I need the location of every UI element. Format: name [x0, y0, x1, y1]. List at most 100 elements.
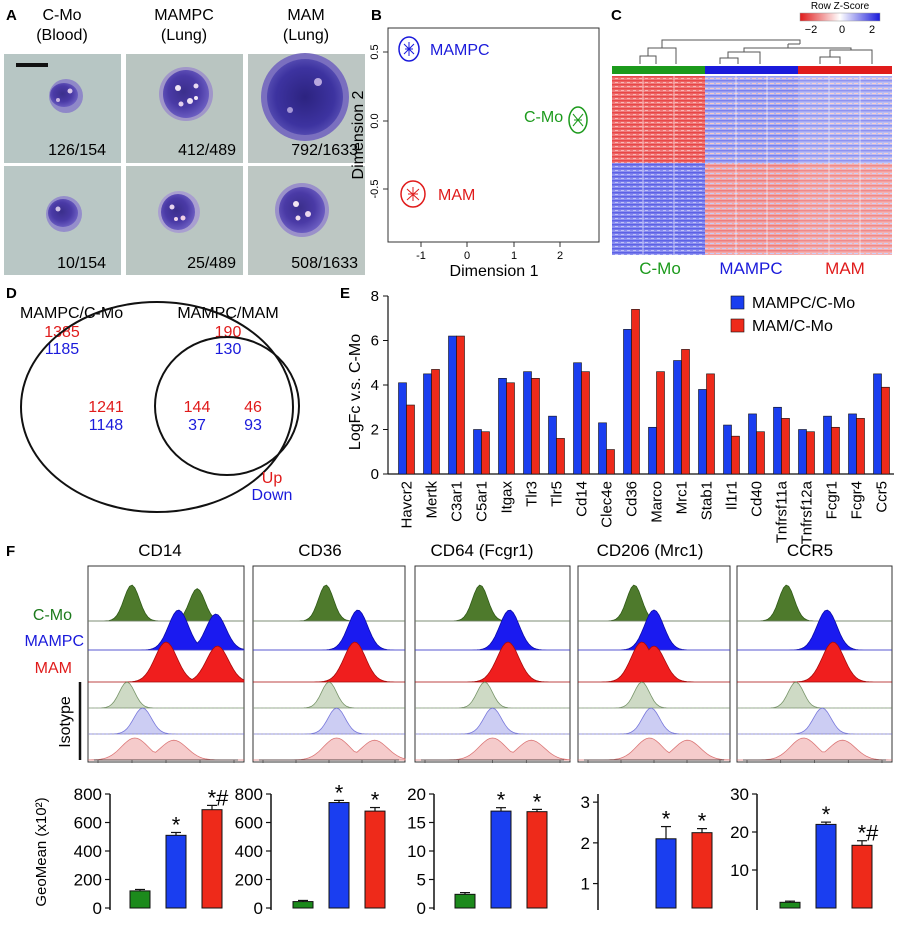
f-bar — [364, 810, 386, 909]
c-group-bar-cmo — [612, 66, 705, 74]
f-significance-mark: * — [497, 788, 506, 813]
f-bar — [165, 834, 187, 909]
e-category-label: Tlr5 — [549, 481, 566, 507]
e-bar-mampc — [673, 360, 682, 475]
panel-c-letter: C — [611, 7, 622, 24]
e-bar-mam — [456, 335, 465, 475]
b-label-mam: MAM — [438, 187, 475, 204]
e-category-label: Ccr5 — [874, 481, 891, 513]
c-zscore-colorbar — [799, 12, 881, 22]
e-bar-mam — [681, 349, 690, 475]
a-cell-mam-row1 — [261, 53, 349, 141]
e-bar-mampc — [723, 424, 732, 475]
e-legend-swatch-mam — [730, 318, 745, 333]
e-ylabel: LogFc v.s. C-Mo — [347, 334, 364, 450]
f-row-label-cmo: C-Mo — [33, 607, 72, 624]
e-category-label: Tnfrsf11a — [774, 480, 791, 543]
d-venn-right-circle — [154, 336, 300, 476]
e-legend-label-mam: MAM/C-Mo — [752, 318, 833, 335]
d-only-left-up: 1241 — [88, 399, 124, 416]
f-bar-chart-f-cd206: CD206 (Mrc1) 1 2 3 * * — [581, 541, 713, 910]
d-only-left-down: 1148 — [89, 417, 124, 434]
e-bar-mampc — [798, 429, 807, 475]
e-ytick-label: 2 — [371, 422, 379, 439]
f-bar-chart-f-cd14: CD14 0 200 400 600 800 * *# — [74, 541, 230, 918]
f-row-label-isotype: Isotype — [57, 696, 74, 748]
e-category-label: Havcr2 — [399, 481, 416, 529]
c-label-cmo: C-Mo — [639, 259, 681, 278]
f-flow-histograms — [87, 565, 893, 763]
a-header-cmo-line1: C-Mo — [42, 7, 81, 24]
f-bar — [526, 811, 548, 909]
panel-f-letter: F — [6, 543, 15, 560]
panel-b: B 0.5 0.0 -0.5 -1 0 1 2 Dimension 1 Dime… — [350, 7, 600, 280]
f-hist-isotype-cmo — [415, 681, 570, 709]
panel-d: D MAMPC/C-Mo 1385 1185 MAMPC/MAM 190 130… — [6, 285, 300, 513]
b-xlabel: Dimension 1 — [450, 263, 539, 280]
f-row-label-mam: MAM — [35, 660, 72, 677]
c-legend-tick: −2 — [805, 24, 818, 36]
f-flow-box — [252, 565, 406, 763]
e-bar-mampc — [523, 371, 532, 475]
b-ytick-label: -0.5 — [369, 180, 381, 199]
c-legend-tick: 2 — [869, 24, 875, 36]
f-significance-mark: *# — [858, 821, 880, 846]
a-header-mampc-line2: (Lung) — [161, 27, 207, 44]
e-bar-mam — [631, 309, 640, 475]
f-ytick-label: 600 — [74, 814, 102, 833]
b-ylabel: Dimension 2 — [350, 90, 367, 179]
e-bar-mampc — [598, 422, 607, 475]
f-bar — [815, 823, 837, 909]
f-significance-mark: * — [335, 780, 344, 805]
e-category-label: Mertk — [424, 481, 441, 519]
f-ytick-label: 0 — [254, 899, 263, 918]
e-bar-mampc — [498, 378, 507, 475]
a-scale-bar — [16, 63, 48, 67]
e-bar-mam — [506, 382, 515, 475]
f-ytick-label: 20 — [407, 785, 426, 804]
f-ytick-label: 10 — [407, 842, 426, 861]
f-hist-mam — [737, 641, 892, 683]
a-cell-mam-row2 — [275, 183, 329, 237]
f-ytick-label: 0 — [93, 899, 102, 918]
f-ytick-label: 400 — [74, 842, 102, 861]
f-bar — [292, 901, 314, 909]
e-bar-mampc — [473, 429, 482, 475]
d-legend-up: Up — [262, 470, 283, 487]
a-count-mam-row2: 508/1633 — [291, 255, 358, 272]
f-geomean-ylabel: GeoMean (x10²) — [33, 797, 50, 906]
f-bar-chart-f-cd64: CD64 (Fcgr1) 0 5 10 15 20 * * — [407, 541, 548, 918]
c-legend-tick: 0 — [839, 24, 845, 36]
e-category-label: Mrc1 — [674, 481, 691, 514]
c-heatmap — [612, 76, 892, 255]
e-ytick-label: 6 — [371, 333, 379, 350]
f-flow-box — [87, 565, 245, 763]
e-ytick-label: 8 — [371, 288, 379, 305]
f-chart-title: CD206 (Mrc1) — [597, 541, 704, 560]
e-bar-mam — [531, 378, 540, 475]
b-label-mampc: MAMPC — [430, 42, 490, 59]
a-count-mam-row1: 792/1633 — [291, 142, 358, 159]
e-category-label: Il1r1 — [724, 481, 741, 510]
b-ytick-label: 0.0 — [369, 113, 381, 128]
e-bar-mampc — [748, 413, 757, 475]
f-significance-mark: *# — [208, 785, 230, 810]
e-bar-mam — [881, 386, 890, 475]
f-ytick-label: 10 — [730, 861, 749, 880]
f-flow-box — [736, 565, 893, 763]
f-hist-mam — [415, 641, 570, 683]
e-category-label: Fcgr1 — [824, 481, 841, 519]
e-bar-mampc — [623, 329, 632, 475]
e-bar-mampc — [698, 389, 707, 475]
f-ytick-label: 15 — [407, 814, 426, 833]
d-only-right-down: 93 — [244, 417, 262, 434]
b-ytick-label: 0.5 — [369, 44, 381, 59]
b-label-cmo: C-Mo — [524, 109, 563, 126]
panel-e-chart: E LogFc v.s. C-Mo MAMPC/C-Mo MAM/C-Mo 0 2… — [340, 285, 894, 544]
a-header-mampc-line1: MAMPC — [154, 7, 214, 24]
f-hist-isotype-mampc — [737, 707, 892, 735]
e-category-label: Itgax — [499, 481, 516, 514]
panel-c: C Row Z-Score −2 0 2 C-Mo MAMPC MAM — [611, 1, 892, 278]
e-bar-mampc — [448, 335, 457, 475]
e-category-label: Cd14 — [574, 481, 591, 517]
